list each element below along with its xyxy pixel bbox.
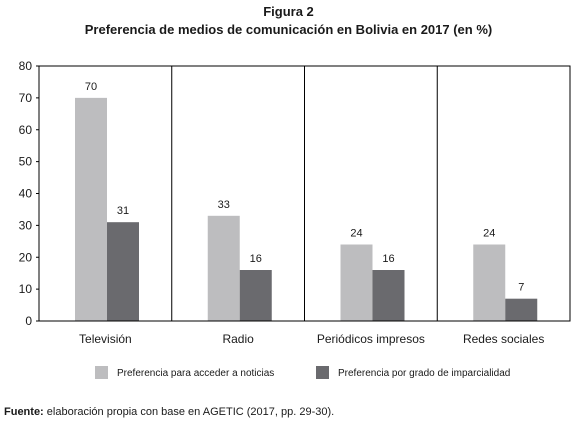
- bar-impartiality: [505, 298, 538, 321]
- y-tick-label: 60: [19, 123, 33, 137]
- data-label: 16: [382, 253, 394, 265]
- legend-label: Preferencia por grado de imparcialidad: [338, 368, 510, 379]
- figure-title: Preferencia de medios de comunicación en…: [84, 22, 493, 37]
- plot-frame: [38, 65, 571, 322]
- bar-impartiality: [239, 270, 272, 321]
- legend-label: Preferencia para acceder a noticias: [117, 368, 274, 379]
- data-label: 33: [218, 199, 230, 211]
- bar-news: [75, 97, 107, 321]
- bar-impartiality: [372, 270, 405, 321]
- bar-impartiality: [107, 222, 139, 321]
- y-tick-label: 10: [19, 282, 33, 296]
- source-note: Fuente: elaboración propia con base en A…: [4, 406, 334, 418]
- data-label: 16: [250, 253, 262, 265]
- y-tick-label: 80: [19, 59, 33, 73]
- data-label: 24: [350, 228, 362, 240]
- data-label: 31: [117, 205, 129, 217]
- figure-label: Figura 2: [263, 4, 314, 19]
- y-tick-label: 0: [25, 314, 32, 328]
- y-tick-label: 40: [19, 187, 33, 201]
- y-tick-label: 70: [19, 91, 33, 105]
- legend-swatch: [95, 366, 108, 379]
- x-category-label: Periódicos impresos: [317, 332, 425, 346]
- bar-news: [340, 244, 373, 321]
- source-text: elaboración propia con base en AGETIC (2…: [43, 406, 335, 418]
- bar-news: [473, 244, 506, 321]
- data-label: 24: [483, 228, 495, 240]
- x-category-label: Radio: [222, 332, 254, 346]
- x-category-label: Redes sociales: [463, 332, 544, 346]
- y-tick-label: 30: [19, 218, 33, 232]
- bar-chart: 0 10 20 30 40 50 60 70 80 70 31 Televisión 33 16 Radio…: [19, 59, 571, 379]
- y-tick-label: 50: [19, 155, 33, 169]
- bar-news: [207, 215, 240, 321]
- source-label: Fuente:: [4, 406, 44, 418]
- legend-swatch: [316, 366, 329, 379]
- x-category-label: Televisión: [79, 332, 132, 346]
- data-label: 7: [518, 282, 524, 294]
- y-tick-label: 20: [19, 250, 33, 264]
- data-label: 70: [85, 81, 97, 93]
